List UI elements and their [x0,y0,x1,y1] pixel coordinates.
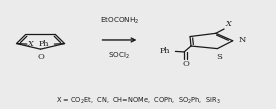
Text: X: X [225,20,231,28]
Text: X = CO$_2$Et,  CN,  CH=NOMe,  COPh,  SO$_2$Ph,  SiR$_3$: X = CO$_2$Et, CN, CH=NOMe, COPh, SO$_2$P… [56,96,220,106]
Text: Ph: Ph [39,40,49,48]
Text: O: O [182,60,189,68]
Text: X: X [28,40,33,48]
Text: SOCl$_2$: SOCl$_2$ [108,51,131,61]
Text: S: S [216,53,222,61]
Text: O: O [37,53,44,61]
Text: N: N [239,36,246,44]
Text: EtOCONH$_2$: EtOCONH$_2$ [100,16,139,26]
Text: Ph: Ph [160,47,170,55]
